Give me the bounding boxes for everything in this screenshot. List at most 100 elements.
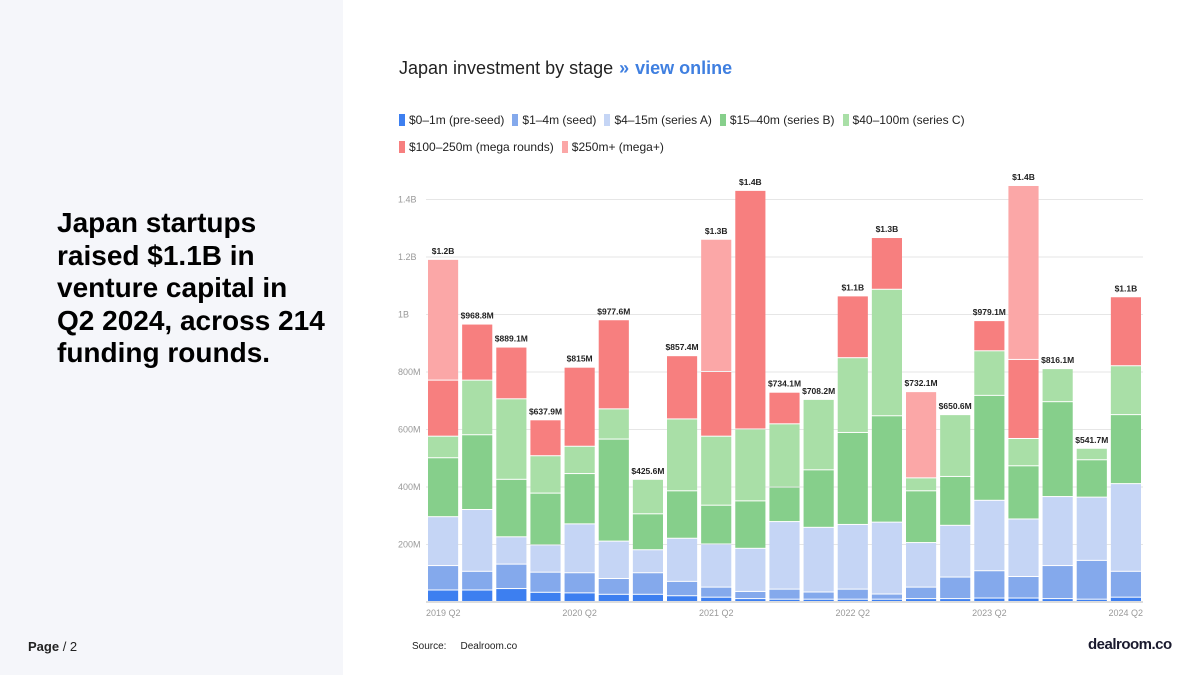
bar-total-label: $857.4M [666, 342, 699, 352]
bar-segment [940, 525, 971, 577]
bar-segment [1110, 597, 1141, 601]
bar-total-label: $979.1M [973, 307, 1006, 317]
headline: Japan startups raised $1.1B in venture c… [57, 207, 325, 368]
legend-swatch [561, 141, 568, 153]
bar-total-label: $1.1B [1115, 283, 1138, 293]
bar-segment [462, 510, 493, 571]
legend-item[interactable]: $15–40m (series B) [719, 112, 835, 128]
bar-segment [1110, 484, 1141, 571]
bar-segment [871, 594, 902, 599]
bar-segment [974, 395, 1005, 500]
page-number: 2 [69, 639, 78, 654]
legend-item[interactable]: $100–250m (mega rounds) [399, 139, 554, 155]
legend-item[interactable]: $0–1m (pre-seed) [399, 112, 504, 128]
bar-total-label: $1.3B [876, 224, 899, 234]
bar-segment [1042, 402, 1073, 497]
bar-total-label: $816.1M [1041, 355, 1074, 365]
bar-segment [1042, 369, 1073, 402]
bar-segment [462, 590, 493, 601]
bar-segment [1110, 571, 1141, 597]
y-tick-label: 1.4B [398, 195, 417, 205]
bar-segment [632, 550, 663, 573]
bar-segment [564, 367, 595, 446]
legend-item[interactable]: $40–100m (series C) [842, 112, 965, 128]
legend-label: $15–40m (series B) [729, 113, 835, 127]
bar-total-label: $425.6M [631, 466, 664, 476]
bar-total-label: $734.1M [768, 379, 801, 389]
bar-segment [564, 593, 595, 601]
dealroom-logo: dealroom.co [1088, 636, 1172, 653]
source-label: Source: [412, 641, 447, 652]
bar-segment [940, 599, 971, 601]
bar-segment [530, 420, 561, 456]
bar-segment [462, 571, 493, 590]
bar-segment [428, 380, 459, 436]
bar-segment [1008, 576, 1039, 598]
legend-label: $100–250m (mega rounds) [409, 140, 554, 154]
bar-segment [769, 599, 800, 601]
bar-segment [496, 589, 527, 601]
source-value: Dealroom.co [460, 641, 518, 652]
bar-total-label: $1.4B [739, 177, 762, 187]
bar-segment [428, 517, 459, 566]
x-tick-label: 2022 Q2 [836, 608, 871, 618]
bar-segment [598, 579, 629, 594]
bar-segment [871, 416, 902, 522]
view-online-link[interactable]: view online [635, 58, 733, 78]
bar-segment [735, 591, 766, 599]
legend-label: $4–15m (series A) [614, 113, 712, 127]
bar-segment [974, 500, 1005, 571]
bar-segment [735, 190, 766, 429]
bar-segment [871, 238, 902, 289]
legend-swatch [399, 114, 405, 126]
bar-segment [667, 356, 698, 419]
bar-segment [701, 544, 732, 587]
bar-segment [564, 446, 595, 474]
bar-segment [701, 436, 732, 505]
bar-segment [1076, 560, 1107, 599]
legend-item[interactable]: $4–15m (series A) [604, 112, 712, 128]
bar-segment [906, 491, 937, 543]
bar-segment [871, 289, 902, 416]
legend-swatch [719, 114, 726, 126]
legend-item[interactable]: $1–4m (seed) [512, 112, 596, 128]
page-indicator: Page / 2 [28, 639, 77, 654]
legend-item[interactable]: $250m+ (mega+) [561, 139, 664, 155]
bar-segment [496, 537, 527, 564]
y-tick-label: 400M [398, 482, 421, 492]
bar-segment [667, 596, 698, 601]
bar-total-label: $541.7M [1075, 435, 1108, 445]
bar-segment [428, 566, 459, 590]
legend-swatch [399, 141, 405, 153]
bar-segment [803, 470, 834, 527]
bar-total-label: $1.1B [841, 282, 864, 292]
bar-segment [1110, 366, 1141, 415]
page-separator: / [59, 639, 70, 654]
bar-segment [428, 259, 459, 380]
bar-total-label: $1.4B [1012, 172, 1035, 182]
bar-segment [769, 424, 800, 487]
bar-total-label: $968.8M [461, 311, 494, 321]
bar-segment [769, 487, 800, 522]
x-tick-label: 2019 Q2 [426, 608, 461, 618]
bar-segment [496, 399, 527, 479]
bar-segment [1076, 599, 1107, 601]
bar-segment [428, 436, 459, 458]
bar-segment [598, 320, 629, 409]
x-tick-label: 2021 Q2 [699, 608, 734, 618]
bar-segment [428, 458, 459, 517]
bar-segment [496, 347, 527, 399]
bar-segment [735, 548, 766, 591]
bar-segment [1008, 438, 1039, 466]
bar-segment [1008, 185, 1039, 359]
bar-segment [701, 587, 732, 597]
bar-segment [837, 358, 868, 432]
bar-segment [701, 372, 732, 436]
bar-segment [974, 598, 1005, 601]
bar-segment [769, 522, 800, 589]
bar-segment [1110, 415, 1141, 484]
bar-segment [735, 501, 766, 548]
y-tick-label: 1B [398, 310, 409, 320]
y-tick-label: 1.2B [398, 252, 417, 262]
bar-total-label: $815M [567, 354, 593, 364]
